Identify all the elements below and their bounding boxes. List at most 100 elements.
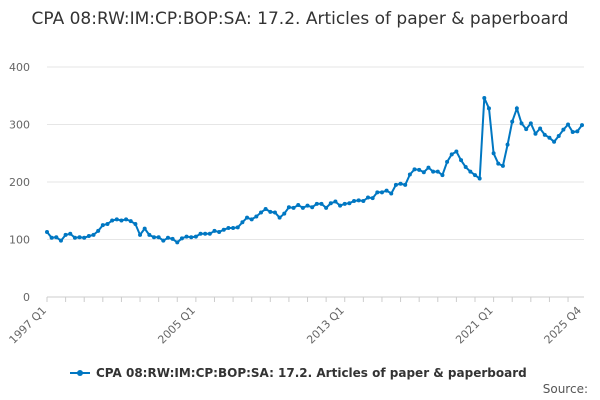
data-point	[189, 235, 194, 240]
data-point	[291, 205, 296, 210]
data-point	[263, 207, 268, 212]
legend-label: CPA 08:RW:IM:CP:BOP:SA: 17.2. Articles o…	[96, 366, 527, 380]
data-point	[500, 163, 505, 168]
chart-title: CPA 08:RW:IM:CP:BOP:SA: 17.2. Articles o…	[31, 9, 569, 29]
data-point	[296, 203, 301, 207]
data-point	[519, 121, 524, 126]
data-point	[86, 234, 91, 239]
data-point	[82, 235, 87, 240]
data-point	[496, 161, 501, 166]
data-point	[63, 232, 68, 237]
data-point	[268, 209, 273, 214]
data-point	[49, 235, 54, 240]
data-point	[510, 119, 515, 124]
data-point	[254, 214, 259, 219]
y-tick-label: 100	[9, 234, 30, 247]
data-point	[575, 129, 580, 134]
x-tick-label: 2005 Q1	[155, 304, 198, 347]
data-point	[566, 122, 571, 127]
data-point	[412, 167, 417, 172]
data-point	[552, 139, 557, 144]
data-point	[282, 211, 287, 216]
data-point	[77, 235, 82, 240]
data-point	[426, 165, 431, 170]
data-point	[310, 205, 315, 210]
data-point	[114, 217, 119, 222]
data-point	[347, 201, 352, 206]
data-point	[454, 149, 459, 154]
data-point	[286, 205, 291, 210]
data-point	[505, 142, 510, 147]
data-point	[482, 96, 487, 101]
data-point	[217, 230, 222, 235]
data-point	[356, 198, 361, 203]
data-point	[324, 205, 329, 210]
y-tick-label: 400	[9, 61, 30, 74]
data-point	[403, 182, 408, 187]
data-point	[138, 232, 143, 237]
data-point	[198, 231, 203, 236]
data-point	[110, 218, 115, 223]
data-point	[449, 152, 454, 157]
legend[interactable]: CPA 08:RW:IM:CP:BOP:SA: 17.2. Articles o…	[70, 366, 527, 380]
y-tick-label: 200	[9, 176, 30, 189]
data-point	[179, 236, 184, 241]
data-point	[370, 196, 375, 201]
data-point	[193, 234, 198, 239]
data-point	[459, 158, 464, 163]
data-point	[440, 173, 445, 178]
data-point	[221, 227, 226, 232]
x-tick-label: 1997 Q1	[7, 304, 50, 347]
data-point	[128, 219, 133, 224]
data-point	[72, 235, 77, 240]
data-point	[328, 201, 333, 206]
data-point	[226, 226, 231, 230]
data-point	[156, 235, 161, 240]
data-point	[389, 191, 394, 196]
data-point	[366, 195, 370, 200]
x-tick-label: 2021 Q1	[453, 304, 496, 347]
data-point	[45, 230, 49, 235]
data-point	[533, 131, 538, 136]
data-point	[300, 205, 305, 210]
data-point	[165, 235, 170, 240]
data-point	[431, 169, 436, 174]
x-tick-label: 2025 Q4	[542, 304, 585, 347]
data-point	[528, 121, 533, 126]
data-point	[463, 165, 468, 170]
data-point	[305, 203, 310, 208]
data-point	[100, 223, 105, 228]
data-point	[445, 159, 450, 164]
data-point	[393, 182, 398, 187]
data-point	[203, 231, 208, 236]
data-point	[259, 210, 263, 215]
data-point	[212, 228, 217, 233]
data-point	[152, 235, 156, 240]
data-point	[421, 170, 426, 175]
data-point	[352, 198, 357, 203]
data-point	[338, 203, 343, 208]
y-tick-label: 300	[9, 119, 30, 132]
data-point	[170, 236, 175, 241]
data-point	[384, 188, 389, 193]
data-point	[133, 221, 138, 226]
data-point	[561, 127, 566, 132]
data-point	[231, 226, 236, 230]
data-point	[435, 169, 440, 174]
legend-swatch	[70, 370, 90, 376]
data-point	[417, 167, 422, 172]
data-point	[333, 199, 338, 204]
data-point	[54, 235, 59, 240]
data-point	[96, 228, 101, 233]
data-point	[272, 210, 277, 215]
data-point	[407, 172, 412, 177]
data-point	[491, 151, 496, 156]
data-point	[175, 240, 180, 245]
data-point	[147, 232, 152, 237]
data-point	[556, 134, 561, 138]
data-point	[570, 129, 575, 134]
data-point	[319, 201, 324, 206]
data-point	[542, 132, 547, 137]
data-point	[184, 234, 189, 239]
